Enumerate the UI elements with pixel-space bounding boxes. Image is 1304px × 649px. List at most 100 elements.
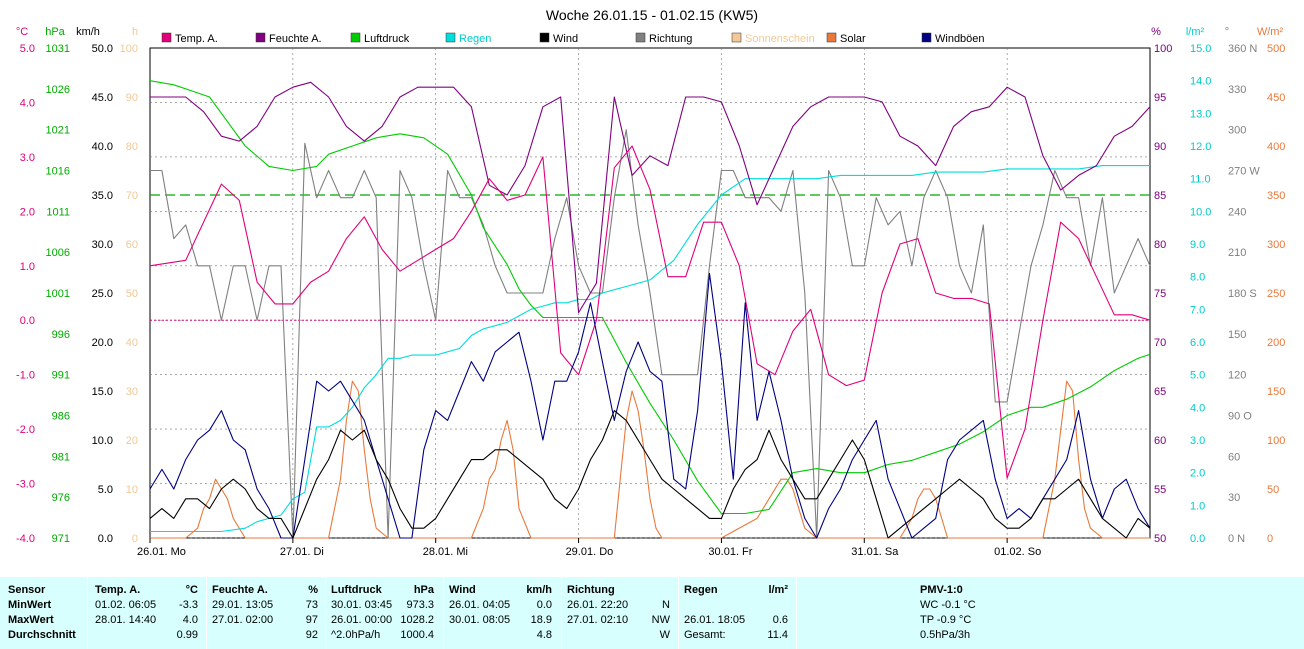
right-axis-1-tick-14: 1.0 xyxy=(1190,500,1205,512)
left-axis-2-tick-9: 5.0 xyxy=(98,484,113,496)
legend-label-4: Wind xyxy=(553,33,578,45)
weather-chart: Woche 26.01.15 - 01.02.15 (KW5) Temp. A.… xyxy=(16,7,1286,558)
right-axis-0-tick-0: 100 xyxy=(1154,43,1172,55)
right-axis-2-tick-6: 180 S xyxy=(1228,288,1257,300)
stats-row-1-wind-time: 30.01. 08:05 xyxy=(449,614,511,626)
right-axis-1-tick-9: 6.0 xyxy=(1190,337,1205,349)
stats-header-luftdruck: Luftdruck xyxy=(331,584,382,596)
stats-row-0-wind-time: 26.01. 04:05 xyxy=(449,599,511,611)
stats-header-feuchte-unit: % xyxy=(308,584,318,596)
legend-label-3: Regen xyxy=(459,33,491,45)
legend-swatch-6 xyxy=(731,32,742,43)
right-axis-1-tick-11: 4.0 xyxy=(1190,402,1205,414)
stats-header-wind: Wind xyxy=(449,584,476,596)
left-axis-3-tick-9: 10 xyxy=(126,484,138,496)
day-label-6: 01.02. So xyxy=(994,546,1041,558)
legend-swatch-7 xyxy=(826,32,837,43)
stats-row-0-richtung-time: 26.01. 22:20 xyxy=(567,599,629,611)
right-axis-1-tick-2: 13.0 xyxy=(1190,108,1211,120)
right-axis-2-tick-3: 270 W xyxy=(1228,166,1260,178)
stats-row-0-feuchte-time: 29.01. 13:05 xyxy=(212,599,274,611)
right-axis-1-tick-8: 7.0 xyxy=(1190,304,1205,316)
stats-row-1-temp-time: 28.01. 14:40 xyxy=(95,614,157,626)
right-axis-2-tick-4: 240 xyxy=(1228,206,1246,218)
left-axis-unit-1: hPa xyxy=(45,26,65,38)
left-axis-1-tick-4: 1011 xyxy=(46,206,70,218)
left-axis-3-tick-10: 0 xyxy=(132,533,138,545)
right-axis-2-tick-8: 120 xyxy=(1228,370,1246,382)
left-axis-1-tick-5: 1006 xyxy=(46,247,70,259)
stats-header-pmv: PMV-1:0 xyxy=(920,584,963,596)
series-wind xyxy=(149,410,1151,539)
stats-row-0-temp-val: -3.3 xyxy=(179,599,198,611)
left-axis-1-tick-10: 981 xyxy=(52,451,70,463)
left-axis-3-tick-5: 50 xyxy=(126,288,138,300)
left-axis-3-tick-6: 40 xyxy=(126,337,138,349)
day-label-0: 26.01. Mo xyxy=(137,546,186,558)
legend-swatch-5 xyxy=(635,32,646,43)
legend-label-6: Sonnenschein xyxy=(745,33,815,45)
left-axis-unit-3: h xyxy=(132,26,138,38)
stats-row-1-luftdruck-time: 26.01. 00:00 xyxy=(331,614,393,626)
legend-label-1: Feuchte A. xyxy=(269,33,322,45)
right-axis-3-tick-3: 350 xyxy=(1267,190,1285,202)
right-axis-0-tick-2: 90 xyxy=(1154,141,1166,153)
stats-row-1-luftdruck-val: 1028.2 xyxy=(400,614,434,626)
legend-swatch-2 xyxy=(350,32,361,43)
left-axis-2-tick-1: 45.0 xyxy=(92,92,113,104)
stats-row-2-richtung-val: W xyxy=(659,629,670,641)
left-axis-unit-2: km/h xyxy=(76,26,100,38)
series-regen xyxy=(150,165,1150,533)
right-axis-2-tick-1: 330 xyxy=(1228,84,1246,96)
left-axis-1-tick-11: 976 xyxy=(52,492,70,504)
stats-row-2-wind-val: 4.8 xyxy=(536,629,552,641)
left-axis-0-tick-6: -1.0 xyxy=(16,370,35,382)
series-solar xyxy=(150,380,1150,539)
legend-label-2: Luftdruck xyxy=(364,33,410,45)
chart-axes: °C 5.0 4.0 3.0 2.0 1.0 0.0 -1.0 -2.0 -3.0 -4.0 hPa 1… xyxy=(16,26,1286,545)
stats-row-2-pmv: 0.5hPa/3h xyxy=(920,629,971,641)
right-axis-3-tick-4: 300 xyxy=(1267,239,1285,251)
legend-swatch-4 xyxy=(539,32,550,43)
series-luftdruck xyxy=(149,80,1151,515)
stats-row-0-luftdruck-time: 30.01. 03:45 xyxy=(331,599,393,611)
series-feuchte-a xyxy=(150,81,1151,314)
stats-row-1-richtung-time: 27.01. 02:10 xyxy=(567,614,629,626)
stats-row-0-wind-val: 0.0 xyxy=(536,599,552,611)
left-axis-3-tick-7: 30 xyxy=(126,386,138,398)
stats-header-regen: Regen xyxy=(684,584,718,596)
right-axis-2-tick-11: 30 xyxy=(1228,492,1240,504)
right-axis-3-tick-10: 0 xyxy=(1267,533,1273,545)
stats-header-temp: Temp. A. xyxy=(95,584,141,596)
chart-series xyxy=(149,80,1151,539)
stats-row-2-regen-time: Gesamt: xyxy=(684,629,726,641)
series-richtung xyxy=(150,129,1151,539)
series-temp-a xyxy=(149,145,1151,479)
left-axis-0-tick-3: 2.0 xyxy=(20,206,35,218)
day-label-5: 31.01. Sa xyxy=(851,546,899,558)
left-axis-1-tick-3: 1016 xyxy=(46,166,70,178)
stats-row-1-wind-val: 18.9 xyxy=(530,614,552,626)
statistics-panel: Sensor Temp. A. °C Feuchte A. % Luftdruc… xyxy=(0,577,1304,649)
stats-header-luftdruck-unit: hPa xyxy=(413,584,434,596)
right-axis-2-tick-0: 360 N xyxy=(1228,43,1257,55)
stats-header-sensor: Sensor xyxy=(8,584,46,596)
stats-row-0-luftdruck-val: 973.3 xyxy=(406,599,434,611)
stats-row-2-label: Durchschnitt xyxy=(8,629,76,641)
stats-row-1-regen-val: 0.6 xyxy=(772,614,788,626)
right-axis-3-tick-2: 400 xyxy=(1267,141,1285,153)
left-axis-2-tick-3: 35.0 xyxy=(92,190,113,202)
right-axis-2-tick-10: 60 xyxy=(1228,451,1240,463)
left-axis-2-tick-10: 0.0 xyxy=(98,533,113,545)
left-axis-3-tick-4: 60 xyxy=(126,239,138,251)
left-axis-2-tick-4: 30.0 xyxy=(92,239,113,251)
legend-label-8: Windböen xyxy=(935,33,985,45)
right-axis-1-tick-3: 12.0 xyxy=(1190,141,1211,153)
left-axis-2-tick-2: 40.0 xyxy=(92,141,113,153)
series-windb-en xyxy=(149,272,1151,539)
stats-row-2-regen-val: 11.4 xyxy=(767,629,788,641)
stats-row-1-feuchte-val: 97 xyxy=(305,614,318,626)
right-axis-2-tick-9: 90 O xyxy=(1228,411,1252,423)
right-axis-2-tick-5: 210 xyxy=(1228,247,1246,259)
right-axis-1-tick-13: 2.0 xyxy=(1190,468,1205,480)
